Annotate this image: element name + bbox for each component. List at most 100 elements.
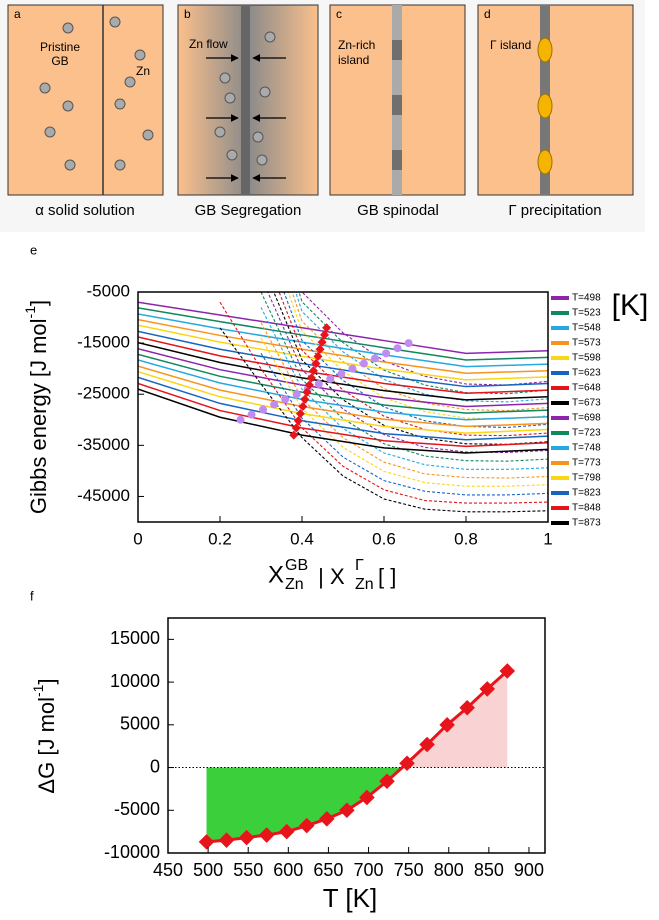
panel-d: d Γ island Γ precipitation: [477, 4, 634, 219]
x-tick-label: 500: [193, 860, 223, 880]
gamma-curve: [295, 292, 548, 403]
minimum-point: [314, 380, 323, 388]
plot-f: -10000 -5000 0 5000 10000 15000 450 500 550 600 65…: [104, 617, 546, 880]
panel-caption: Γ precipitation: [508, 202, 601, 219]
gamma-islands: [537, 37, 553, 175]
y-tick-label: -45000: [77, 486, 130, 505]
panel-letter: c: [336, 7, 342, 21]
x-tick-label: 600: [273, 860, 303, 880]
grain-box: [7, 4, 164, 196]
x-tick-label: 450: [153, 860, 183, 880]
x-label-symbol: X: [268, 561, 284, 588]
y-axis-label-sup: -1: [22, 306, 38, 319]
gb-curve: [138, 330, 548, 388]
plot-frame: [137, 291, 549, 523]
x-axis-label: T [K]: [323, 883, 377, 913]
x-tick-label: 0.4: [290, 529, 314, 548]
point: [218, 832, 235, 848]
legend-label: T=623: [572, 368, 601, 379]
legend-label: T=598: [572, 353, 601, 364]
panel-letter: b: [184, 7, 191, 21]
legend-label: T=573: [572, 338, 601, 349]
y-tick-label: 15000: [110, 628, 160, 648]
x-label-sub: Zn: [285, 576, 304, 593]
y-tick-label: 0: [150, 756, 160, 776]
gamma-curve: [260, 353, 548, 496]
panel-letter: e: [30, 242, 37, 257]
gamma-curve: [219, 301, 548, 504]
legend-label: T=498: [572, 293, 601, 304]
gb-curve: [138, 307, 548, 361]
panel-c: c Zn-rich island GB spinodal: [329, 4, 466, 219]
minimum-point: [337, 369, 346, 378]
minimum-point: [348, 364, 357, 373]
gamma-curve: [260, 322, 548, 479]
gb-curve: [138, 348, 548, 408]
panel-letter: f: [30, 588, 34, 603]
y-tick-label: -10000: [104, 842, 160, 862]
crossing-point: [306, 373, 316, 383]
y-axis-label-text: ΔG [J mol: [34, 697, 59, 794]
y-axis-label-suffix: ]: [34, 678, 59, 684]
legend-label: T=723: [572, 428, 601, 439]
panel-letter: d: [484, 7, 491, 21]
gb-curve: [138, 359, 548, 421]
gb-curve: [138, 301, 548, 355]
x-tick-label: 850: [474, 860, 504, 880]
y-tick-label: -35000: [77, 435, 130, 454]
gb-curve: [138, 353, 548, 414]
gb-curve: [138, 388, 548, 454]
x-axis-label: X GB Zn | X Γ Zn [ ]: [268, 557, 396, 593]
y-axis-label: ΔG [J mol-1]: [30, 678, 59, 793]
x-tick-label: 750: [394, 860, 424, 880]
gb-curve: [138, 324, 548, 381]
panel-caption: GB Segregation: [195, 202, 302, 219]
gb-curve: [138, 371, 548, 434]
schematic-label: Zn: [136, 64, 150, 78]
x-label-sub: Zn: [355, 576, 374, 593]
x-tick-label: 0.2: [208, 529, 232, 548]
zn-atoms: [214, 31, 276, 166]
legend-label: T=648: [572, 383, 601, 394]
schematic-label: island: [338, 53, 369, 67]
x-tick-label: 700: [354, 860, 384, 880]
y-axis-label-text: Gibbs energy [J mol: [26, 318, 51, 514]
gamma-curve: [283, 292, 548, 428]
x-tick-label: 0.6: [372, 529, 396, 548]
gb-curve: [138, 318, 548, 375]
panel-letter: a: [14, 7, 21, 21]
gamma-curve: [291, 292, 548, 412]
minimum-point: [393, 344, 402, 353]
x-tick-label: 550: [233, 860, 263, 880]
panel-caption: α solid solution: [35, 202, 135, 219]
line: [206, 669, 509, 844]
y-tick-label: 10000: [110, 671, 160, 691]
y-axis-label-sup: -1: [30, 684, 46, 697]
y-tick-label: -5000: [87, 281, 130, 300]
legend-label: T=548: [572, 323, 601, 334]
minimum-point: [382, 349, 391, 358]
gamma-curve: [260, 307, 548, 470]
y-tick-label: -15000: [77, 333, 130, 352]
plot-e: T=498 T=523 T=548 T=573 T=598 T=623 T=648 T=673…: [77, 281, 601, 548]
plot-frame: [167, 617, 546, 854]
minimum-point: [247, 410, 256, 419]
y-axis-label: Gibbs energy [J mol-1]: [22, 300, 51, 514]
minimum-point: [370, 354, 379, 363]
legend-label: T=523: [572, 308, 601, 319]
x-label-sup: Γ: [355, 557, 364, 574]
legend-unit: [K]: [612, 289, 649, 322]
flow-arrows: [206, 54, 286, 182]
crossing-point: [300, 394, 310, 404]
schematic-label: GB: [51, 54, 68, 68]
area-below: [206, 767, 403, 842]
panel-b: b Zn flow GB Segregation: [177, 4, 319, 219]
legend-label: T=798: [572, 473, 601, 484]
minimum-point: [404, 339, 413, 348]
x-tick-label: 0: [133, 529, 142, 548]
gamma-curve: [278, 292, 548, 437]
legend-label: T=873: [572, 518, 601, 529]
legend-label: T=848: [572, 503, 601, 514]
schematic-label: Γ island: [490, 38, 531, 52]
